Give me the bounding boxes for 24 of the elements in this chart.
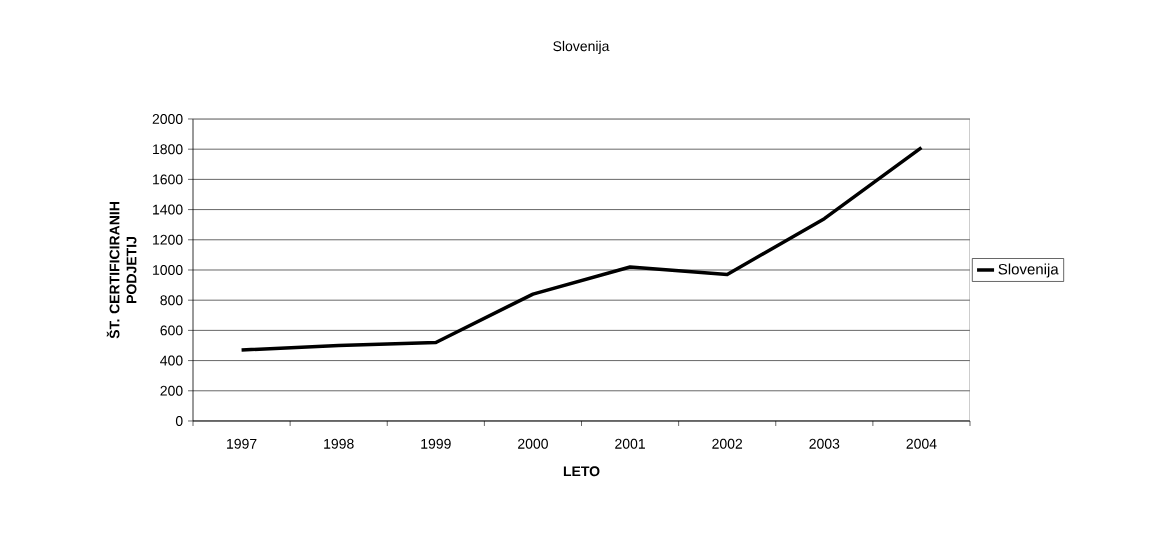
x-tick-label: 2002 [712,438,743,449]
x-tick-label: 1998 [324,438,354,449]
y-tick-label: 1400 [153,204,183,215]
x-tick-label: 2000 [518,438,548,449]
y-tick-label: 1200 [153,234,183,245]
chart-title: Slovenija [553,40,610,54]
x-tick-label: 2004 [906,438,937,449]
line-series [239,145,924,352]
x-tick-label: 1997 [227,438,257,449]
y-tick-label: 800 [160,295,183,306]
x-axis-title: LETO [563,466,600,477]
y-tick-label: 0 [175,416,183,426]
y-tick-label: 200 [160,385,183,396]
y-tick-label: 1000 [153,265,183,275]
y-tick-label: 1600 [153,174,183,185]
y-tick-label: 1800 [153,144,183,155]
x-tick-label: 2003 [809,438,840,449]
y-tick-label: 600 [160,325,183,336]
x-tick-label: 2001 [615,438,645,449]
y-axis-title: ŠT. CERTIFICIRANIH PODJETIJ [106,202,137,339]
x-tick-label: 1999 [421,438,451,449]
y-tick-label: 400 [160,355,183,366]
legend-label: Slovenija [998,263,1059,278]
y-tick-label: 2000 [152,114,183,124]
